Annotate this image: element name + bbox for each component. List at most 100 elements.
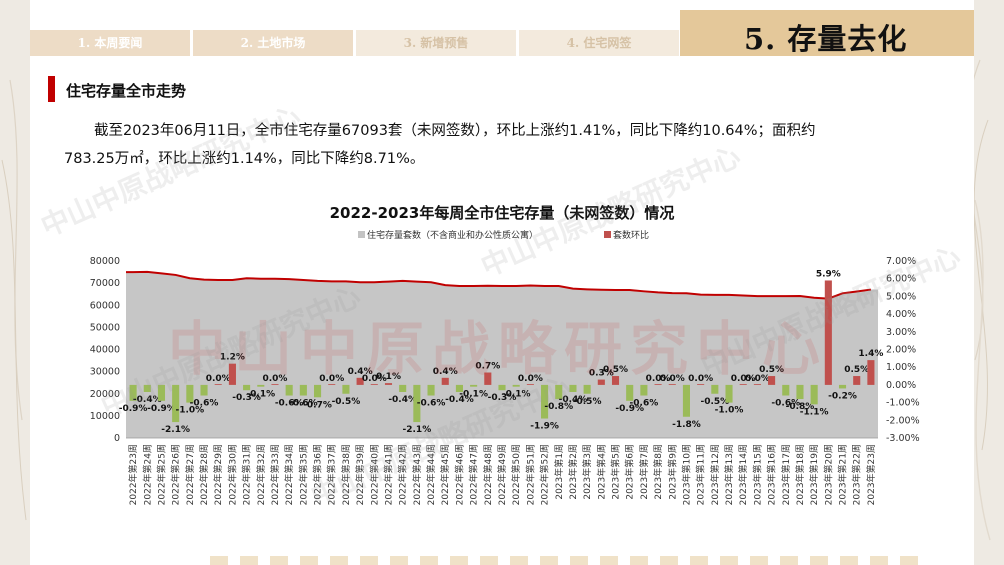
x-tick-label: 2022年第48周 (482, 444, 494, 505)
x-tick-label: 2022年第27周 (184, 444, 196, 505)
ratio-data-label: -0.1% (502, 390, 531, 400)
ratio-bar (682, 384, 690, 417)
tab-new-presale[interactable]: 3. 新增预售 (356, 30, 516, 56)
x-tick-label: 2022年第25周 (155, 444, 167, 505)
ratio-data-label: 0.0% (688, 374, 713, 384)
ratio-data-label: -2.1% (403, 425, 432, 435)
ratio-data-label: 0.0% (362, 374, 387, 384)
x-tick-label: 2022年第42周 (397, 444, 409, 505)
ratio-bar (314, 384, 322, 398)
legend-label-area: 住宅存量套数（不含商业和办公性质公寓） (367, 229, 538, 241)
ratio-data-label: -0.6% (289, 399, 318, 409)
y-right-tick-label: 0.00% (886, 380, 916, 391)
footer-stripe (210, 556, 918, 565)
footer-stripe-segment (300, 556, 318, 565)
x-tick-label: 2022年第31周 (241, 444, 253, 505)
ratio-bar (541, 384, 549, 419)
y-left-tick-label: 0 (114, 433, 120, 444)
ratio-bar (157, 384, 166, 401)
footer-stripe-segment (210, 556, 228, 565)
ratio-data-label: 0.0% (206, 374, 231, 384)
ratio-data-label: -0.9% (615, 404, 644, 414)
y-left-tick-label: 10000 (90, 411, 120, 422)
ratio-bar (583, 384, 591, 394)
x-tick-label: 2022年第30周 (226, 444, 238, 505)
x-tick-label: 2023年第12周 (709, 444, 721, 505)
y-right-tick-label: 1.00% (886, 362, 916, 373)
x-tick-label: 2023年第1周 (553, 444, 565, 500)
ratio-data-label: -2.1% (161, 425, 190, 435)
ratio-data-label: 0.0% (319, 374, 344, 384)
tab-land-market[interactable]: 2. 土地市场 (193, 30, 353, 56)
ratio-data-label: 1.2% (220, 353, 245, 363)
footer-stripe-segment (900, 556, 918, 565)
footer-stripe-segment (660, 556, 678, 565)
section-heading-text: 住宅存量全市走势 (66, 82, 187, 100)
ratio-bar (697, 384, 705, 385)
ratio-data-label: 0.5% (844, 365, 869, 375)
x-tick-label: 2022年第52周 (539, 444, 551, 505)
footer-stripe-segment (600, 556, 618, 565)
ratio-data-label: -0.9% (147, 404, 176, 414)
ratio-bar (342, 384, 350, 394)
x-tick-label: 2023年第16周 (766, 444, 778, 505)
legend-swatch-area (358, 231, 365, 238)
ratio-bar (399, 384, 407, 392)
footer-stripe-segment (510, 556, 528, 565)
y-right-tick-label: 5.00% (886, 291, 916, 302)
ratio-bar (214, 384, 222, 385)
ratio-bar (853, 376, 861, 385)
ratio-data-label: 0.0% (262, 374, 287, 384)
section-marker-bar (48, 76, 55, 102)
ratio-data-label: -0.9% (119, 404, 148, 414)
footer-stripe-segment (450, 556, 468, 565)
x-tick-label: 2022年第47周 (468, 444, 480, 505)
x-tick-label: 2022年第26周 (170, 444, 182, 505)
x-tick-label: 2023年第2周 (567, 444, 579, 500)
ratio-bar (370, 384, 378, 385)
summary-line-1-text: 截至2023年06月11日，全市住宅存量67093套（未网签数），环比上涨约1.… (94, 123, 816, 139)
ratio-data-label: 0.7% (475, 362, 500, 372)
ratio-bar (796, 384, 804, 400)
tab-weekly-news[interactable]: 1. 本周要闻 (30, 30, 190, 56)
x-tick-label: 2023年第15周 (751, 444, 763, 505)
x-tick-label: 2022年第39周 (354, 444, 366, 505)
x-tick-label: 2022年第32周 (255, 444, 267, 505)
ratio-data-label: 0.0% (745, 374, 770, 384)
ratio-data-label: -0.4% (559, 395, 588, 405)
ratio-bar (498, 384, 506, 391)
ratio-bar (526, 384, 534, 385)
ratio-bar (867, 360, 875, 385)
footer-stripe-segment (390, 556, 408, 565)
chart-title: 2022-2023年每周全市住宅存量（未网签数）情况 (329, 204, 675, 222)
x-tick-label: 2022年第28周 (198, 444, 210, 505)
ratio-bar (810, 384, 818, 405)
x-tick-label: 2022年第35周 (297, 444, 309, 505)
x-tick-label: 2022年第24周 (141, 444, 153, 505)
ratio-data-label: 1.4% (858, 349, 883, 359)
footer-stripe-segment (570, 556, 588, 565)
y-left-tick-label: 30000 (90, 367, 120, 378)
x-tick-label: 2022年第46周 (453, 444, 465, 505)
footer-stripe-segment (540, 556, 558, 565)
x-tick-label: 2023年第6周 (624, 444, 636, 500)
ratio-data-label: 0.0% (646, 374, 671, 384)
ratio-data-label: 0.0% (518, 374, 543, 384)
x-tick-label: 2022年第37周 (326, 444, 338, 505)
y-left-tick-label: 20000 (90, 389, 120, 400)
x-tick-label: 2022年第41周 (382, 444, 394, 505)
ratio-bar (271, 384, 279, 385)
legend-swatch-bar (604, 231, 611, 238)
ratio-bar (172, 384, 180, 423)
x-tick-label: 2022年第43周 (411, 444, 423, 505)
footer-stripe-segment (270, 556, 288, 565)
ratio-bar (711, 384, 719, 394)
ratio-data-label: -0.6% (630, 399, 659, 409)
x-tick-label: 2022年第34周 (283, 444, 295, 505)
ratio-data-label: -0.3% (232, 393, 261, 403)
tab-residential-signing[interactable]: 4. 住宅网签 (519, 30, 679, 56)
x-tick-label: 2022年第29周 (212, 444, 224, 505)
x-tick-label: 2023年第17周 (780, 444, 792, 505)
ratio-data-label: -0.4% (133, 395, 162, 405)
chart-legend: 住宅存量套数（不含商业和办公性质公寓） 套数环比 (358, 229, 649, 241)
